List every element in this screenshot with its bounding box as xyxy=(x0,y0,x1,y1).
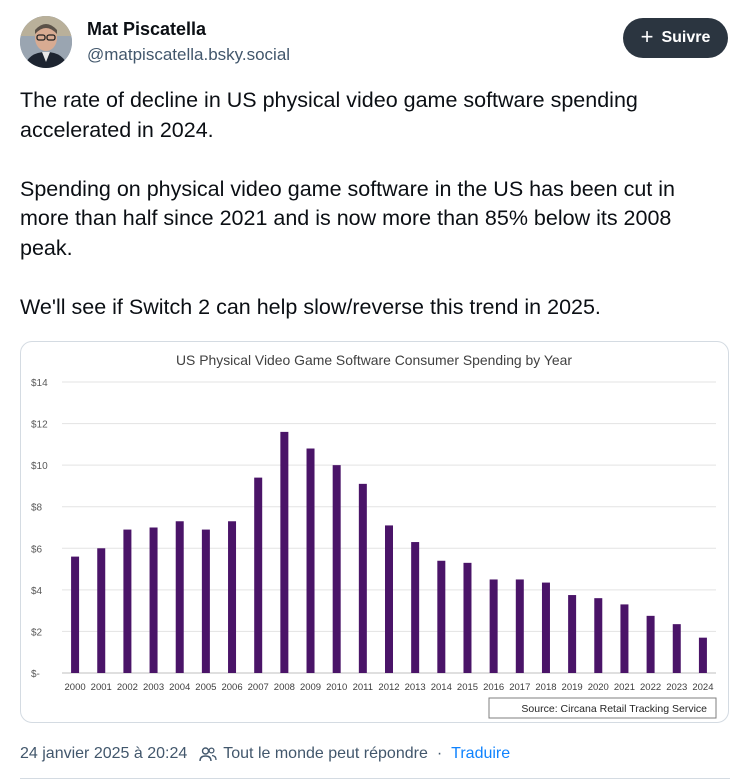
x-tick-label: 2006 xyxy=(221,682,242,693)
x-tick-label: 2014 xyxy=(431,682,452,693)
x-tick-label: 2022 xyxy=(640,682,661,693)
source-note: Source: Circana Retail Tracking Service xyxy=(521,703,707,715)
plus-icon: + xyxy=(640,24,654,49)
y-tick-label: $- xyxy=(31,669,40,680)
bar xyxy=(437,560,446,673)
x-tick-label: 2016 xyxy=(483,682,504,693)
follow-button-label: Suivre xyxy=(661,29,711,46)
bar xyxy=(594,598,603,673)
bar xyxy=(123,529,132,673)
post-paragraph: We'll see if Switch 2 can help slow/reve… xyxy=(20,294,601,319)
y-tick-label: $6 xyxy=(31,544,43,555)
bar xyxy=(175,521,184,673)
bar xyxy=(228,521,237,673)
x-tick-label: 2005 xyxy=(195,682,216,693)
chart-title: US Physical Video Game Software Consumer… xyxy=(176,352,572,368)
x-tick-label: 2019 xyxy=(562,682,583,693)
bar xyxy=(97,548,106,673)
x-tick-label: 2010 xyxy=(326,682,347,693)
y-tick-label: $4 xyxy=(31,586,43,597)
chart-image[interactable]: US Physical Video Game Software Consumer… xyxy=(20,341,729,723)
reply-setting: Tout le monde peut répondre xyxy=(223,745,428,762)
bar xyxy=(463,562,472,673)
x-tick-label: 2003 xyxy=(143,682,164,693)
y-tick-label: $2 xyxy=(31,627,43,638)
y-tick-label: $14 xyxy=(31,378,48,389)
x-tick-label: 2009 xyxy=(300,682,321,693)
bar xyxy=(541,582,550,673)
bar xyxy=(385,525,393,673)
x-tick-label: 2023 xyxy=(666,682,687,693)
x-tick-label: 2024 xyxy=(692,682,713,693)
author-display-name[interactable]: Mat Piscatella xyxy=(87,19,207,39)
post-paragraph: The rate of decline in US physical video… xyxy=(20,88,638,142)
y-tick-label: $10 xyxy=(31,461,48,472)
x-tick-label: 2015 xyxy=(457,682,478,693)
x-tick-label: 2007 xyxy=(248,682,269,693)
x-tick-label: 2018 xyxy=(535,682,556,693)
y-tick-label: $12 xyxy=(31,420,48,431)
source-box xyxy=(488,697,717,719)
bar xyxy=(698,637,707,673)
bar xyxy=(280,431,289,673)
bar xyxy=(515,579,524,673)
bar xyxy=(620,604,629,673)
x-tick-label: 2012 xyxy=(378,682,399,693)
y-tick-label: $8 xyxy=(31,503,43,514)
bar xyxy=(358,483,367,673)
bar xyxy=(254,477,263,673)
bar xyxy=(489,579,498,673)
avatar-image xyxy=(20,16,72,68)
avatar[interactable] xyxy=(20,16,72,68)
x-tick-label: 2011 xyxy=(353,682,373,693)
bar xyxy=(71,556,80,673)
translate-link[interactable]: Traduire xyxy=(451,745,511,762)
bar xyxy=(411,542,420,673)
post-timestamp[interactable]: 24 janvier 2025 à 20:24 xyxy=(20,745,188,762)
divider xyxy=(20,778,730,779)
bar xyxy=(332,465,341,673)
post-paragraph: Spending on physical video game software… xyxy=(20,176,675,260)
meta-separator: · xyxy=(436,745,443,762)
x-tick-label: 2004 xyxy=(169,682,190,693)
x-tick-label: 2002 xyxy=(117,682,138,693)
x-tick-label: 2000 xyxy=(65,682,86,693)
author-handle[interactable]: @matpiscatella.bsky.social xyxy=(87,45,291,64)
x-tick-label: 2021 xyxy=(614,682,635,693)
bar xyxy=(568,595,577,673)
x-tick-label: 2001 xyxy=(91,682,112,693)
x-tick-label: 2020 xyxy=(588,682,609,693)
x-tick-label: 2008 xyxy=(274,682,295,693)
post-header: Mat Piscatella @matpiscatella.bsky.socia… xyxy=(20,16,730,72)
post-meta: 24 janvier 2025 à 20:24 Tout le monde pe… xyxy=(20,742,730,766)
x-tick-label: 2017 xyxy=(509,682,530,693)
post-text: The rate of decline in US physical video… xyxy=(20,86,725,352)
bar xyxy=(201,529,210,673)
x-tick-label: 2013 xyxy=(405,682,426,693)
people-icon xyxy=(199,746,217,762)
bar xyxy=(306,448,315,673)
bar-chart: US Physical Video Game Software Consumer… xyxy=(31,352,717,719)
follow-button[interactable]: + Suivre xyxy=(623,18,728,58)
bar xyxy=(672,624,681,673)
bar xyxy=(149,527,158,673)
bar xyxy=(646,615,655,673)
